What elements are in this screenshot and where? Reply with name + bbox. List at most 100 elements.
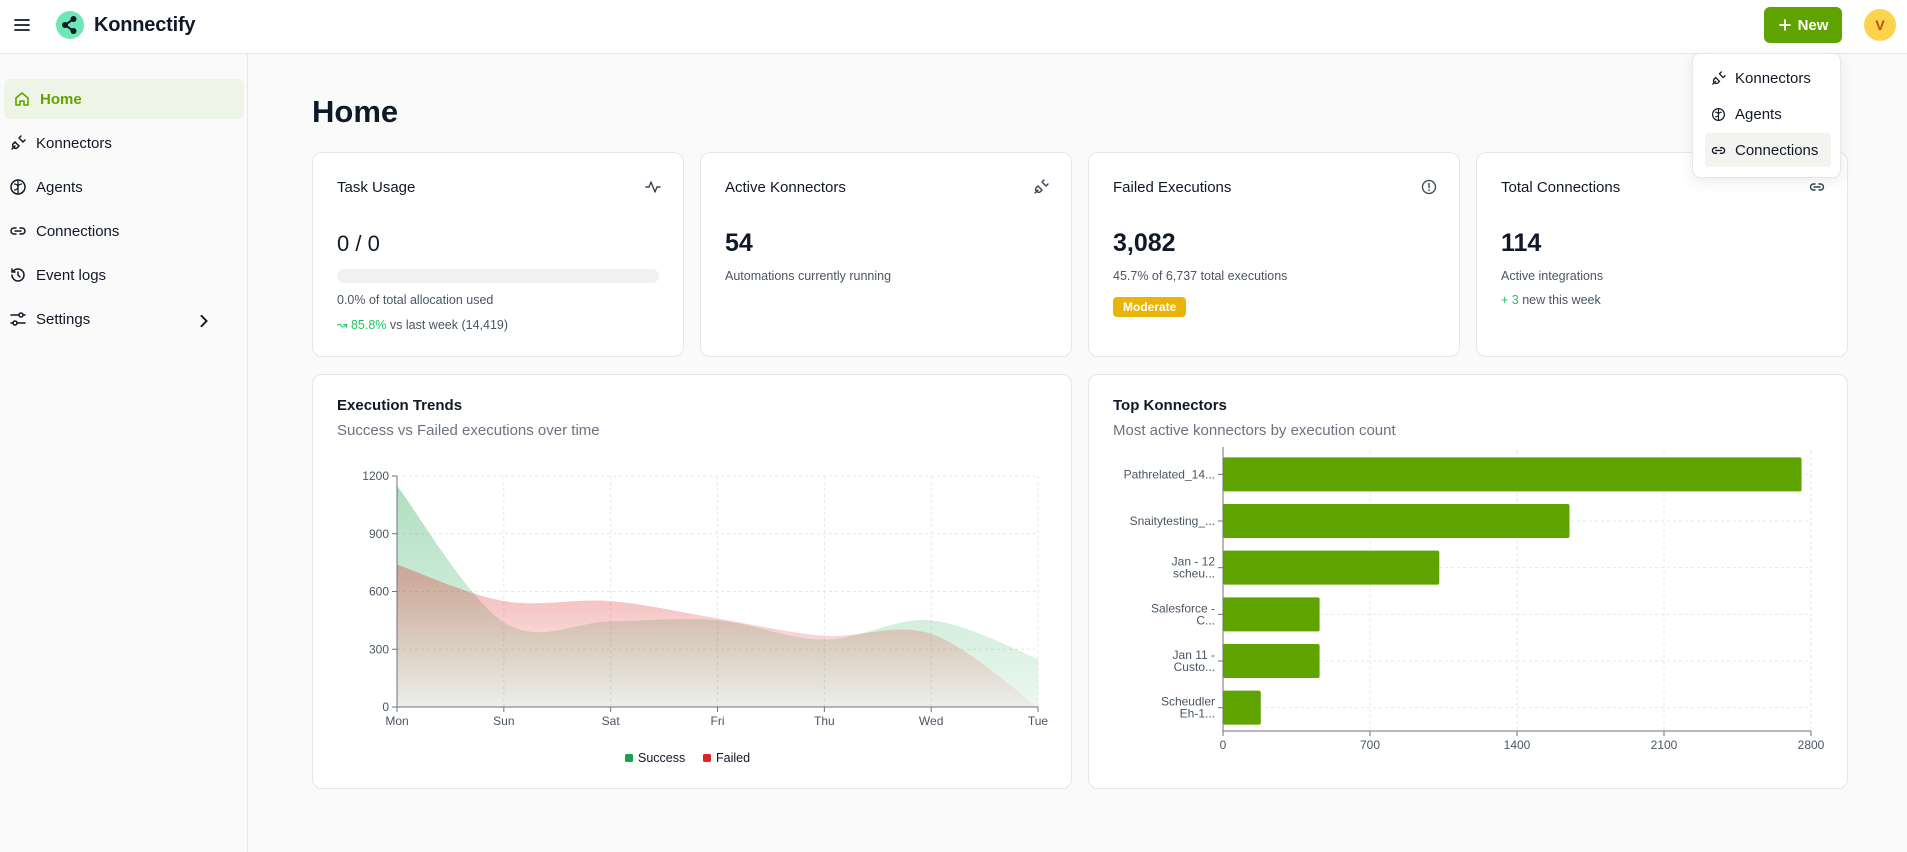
x-tick-label: Fri (711, 714, 725, 728)
top-konnectors-chart: 0 700 1400 2100 2800 Pathrelated_14... Snaityt… (1124, 447, 1825, 752)
bar (1223, 690, 1261, 725)
sidebar-item-konnectors[interactable]: Konnectors (0, 123, 240, 163)
link-icon (10, 227, 26, 235)
series-failed-area (397, 564, 1038, 707)
card-title: Task Usage (337, 179, 416, 196)
konnectify-logo (56, 11, 84, 39)
x-tick-label: 2800 (1798, 738, 1825, 752)
sidebar-item-label: Agents (36, 178, 83, 196)
execution-trends-chart: 0 300 600 900 1200 Mon Sun Sat Fri Thu Wed Tue Succ… (362, 469, 1049, 765)
new-button[interactable]: New (1764, 7, 1842, 43)
sidebar-item-home[interactable]: Home (4, 79, 244, 119)
menu-icon[interactable] (12, 15, 32, 35)
card-value: 0 / 0 (337, 231, 380, 256)
y-tick-label: 300 (369, 642, 389, 656)
card-sub: 45.7% of 6,737 total executions (1113, 269, 1288, 283)
y-tick-label: 1200 (362, 469, 389, 483)
plug-icon (11, 135, 26, 150)
plus-icon (1778, 19, 1791, 31)
menu-item-label: Agents (1735, 105, 1782, 123)
bar (1223, 504, 1570, 538)
bar (1223, 457, 1802, 492)
history-icon (11, 268, 25, 282)
chart-title: Top Konnectors (1113, 397, 1227, 414)
trend-text: ↝ 85.8% vs last week (14,419) (337, 317, 508, 332)
y-tick-label: Jan - 12 (1172, 555, 1216, 569)
sidebar-item-label: Home (40, 90, 82, 108)
trend-value: 85.8% (350, 318, 387, 332)
card-sub: 0.0% of total allocation used (337, 293, 494, 307)
y-tick-label: 0 (382, 700, 389, 714)
card-title: Failed Executions (1113, 179, 1232, 196)
y-tick-label: Jan 11 - (1173, 648, 1215, 662)
brain-icon (10, 179, 26, 195)
sidebar-item-label: Konnectors (36, 134, 112, 152)
menu-item-label: Konnectors (1735, 69, 1811, 87)
app-name: Konnectify (94, 14, 196, 36)
menu-item-connections[interactable]: Connections (1705, 133, 1831, 167)
card-value: 54 (725, 229, 753, 257)
y-tick-label: scheu... (1173, 567, 1215, 581)
menu-item-label: Connections (1735, 141, 1819, 159)
bar (1223, 644, 1320, 678)
top-konnectors-card: Top Konnectors Most active konnectors by… (1088, 374, 1848, 789)
x-tick-label: Thu (814, 714, 835, 728)
brain-icon (1711, 107, 1726, 121)
sidebar: Home Konnectors Agents Connections Event… (0, 54, 248, 852)
chart-subtitle: Most active konnectors by execution coun… (1113, 422, 1396, 439)
trend-label: vs last week (14,419) (389, 318, 509, 332)
card-value: 3,082 (1113, 229, 1176, 257)
x-tick-label: Mon (385, 714, 408, 728)
sidebar-item-label: Connections (36, 222, 120, 240)
status-badge: Moderate (1113, 297, 1187, 317)
settings-icon (10, 312, 26, 326)
bar (1223, 597, 1320, 632)
trend-up-icon: ↝ (337, 318, 348, 332)
y-tick-label: C... (1196, 613, 1215, 627)
total-connections-card: Total Connections 114 Active integration… (1476, 152, 1848, 357)
usage-progress-bar (337, 269, 659, 283)
home-icon (15, 92, 29, 106)
new-this-week: + 3 new this week (1501, 293, 1601, 307)
x-tick-label: Wed (919, 714, 943, 728)
x-tick-label: 1400 (1504, 738, 1531, 752)
y-tick-label: Eh-1... (1180, 707, 1215, 721)
menu-item-konnectors[interactable]: Konnectors (1705, 61, 1831, 95)
new-button-label: New (1797, 16, 1829, 34)
menu-item-agents[interactable]: Agents (1705, 97, 1831, 131)
failed-executions-card: Failed Executions 3,082 45.7% of 6,737 t… (1088, 152, 1460, 357)
activity-icon (645, 181, 661, 193)
link-icon (1711, 146, 1726, 154)
link-icon (1809, 183, 1825, 191)
legend-failed-swatch (703, 754, 711, 762)
plug-icon (1712, 70, 1726, 85)
sidebar-item-event-logs[interactable]: Event logs (0, 255, 240, 295)
sidebar-item-label: Settings (36, 310, 91, 328)
x-tick-label: Sat (602, 714, 621, 728)
card-title: Active Konnectors (725, 179, 846, 196)
y-tick-label: Custo... (1174, 660, 1215, 674)
alert-circle-icon (1421, 179, 1437, 195)
sidebar-item-connections[interactable]: Connections (0, 211, 240, 251)
sidebar-item-agents[interactable]: Agents (0, 167, 240, 207)
new-dropdown-menu: Konnectors Agents Connections (1692, 53, 1841, 178)
card-sub: Active integrations (1501, 269, 1604, 283)
sidebar-item-settings[interactable]: Settings (0, 299, 240, 339)
chart-title: Execution Trends (337, 397, 463, 414)
task-usage-card: Task Usage 0 / 0 0.0% of total allocatio… (312, 152, 684, 357)
execution-trends-card: Execution Trends Success vs Failed execu… (312, 374, 1072, 789)
x-tick-label: 700 (1360, 738, 1380, 752)
sidebar-item-label: Event logs (36, 266, 107, 284)
y-tick-label: Pathrelated_14... (1124, 467, 1215, 481)
avatar[interactable]: V (1864, 9, 1896, 41)
active-konnectors-card: Active Konnectors 54 Automations current… (700, 152, 1072, 357)
card-value: 114 (1501, 229, 1542, 257)
y-tick-label: Salesforce - (1151, 601, 1215, 615)
y-tick-label: 900 (369, 527, 389, 541)
y-tick-label: 600 (369, 585, 389, 599)
x-tick-label: Tue (1028, 714, 1049, 728)
card-sub: Automations currently running (725, 269, 892, 283)
y-tick-label: Snaitytesting_... (1130, 514, 1215, 528)
legend-success-swatch (625, 754, 633, 762)
x-tick-label: 0 (1220, 738, 1227, 752)
